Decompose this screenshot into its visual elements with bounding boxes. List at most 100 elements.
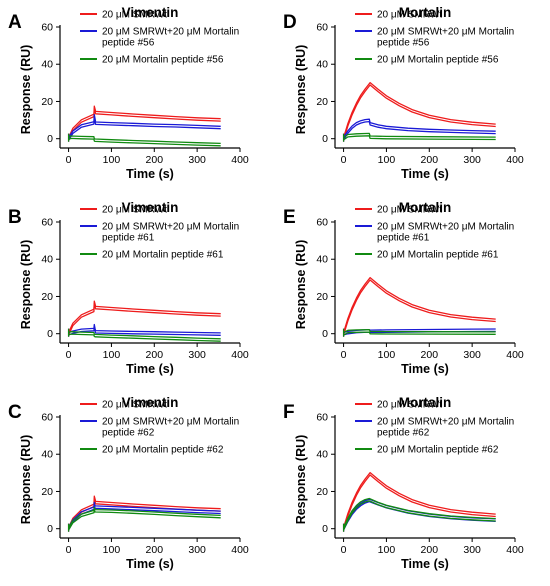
x-tick-label: 400 — [231, 544, 249, 556]
y-axis-label: Response (RU) — [294, 45, 308, 135]
y-tick-label: 40 — [41, 254, 53, 266]
panel-title: Mortalin — [399, 5, 452, 20]
y-tick-label: 20 — [41, 96, 53, 108]
series-line-2 — [343, 498, 496, 528]
y-tick-label: 40 — [41, 59, 53, 71]
legend-entry: 20 μM Mortalin peptide #56 — [102, 55, 224, 66]
y-tick-label: 0 — [322, 523, 328, 535]
y-tick-label: 60 — [316, 217, 328, 229]
series-line-3 — [68, 509, 221, 531]
panel-letter: F — [283, 402, 295, 423]
y-tick-label: 20 — [316, 291, 328, 303]
x-tick-label: 400 — [231, 349, 249, 361]
panel-title: Mortalin — [399, 395, 452, 410]
x-tick-label: 200 — [421, 544, 439, 556]
x-tick-label: 300 — [463, 349, 481, 361]
y-tick-label: 0 — [47, 328, 53, 340]
x-tick-label: 300 — [188, 154, 206, 166]
series-line-3 — [68, 135, 221, 145]
series-line-3 — [343, 500, 496, 531]
y-axis-label: Response (RU) — [294, 240, 308, 330]
series-line-1 — [68, 300, 221, 333]
series-line-3 — [343, 331, 496, 336]
series-line-1 — [342, 84, 496, 141]
panel-title: Vimentin — [122, 395, 179, 410]
x-tick-label: 400 — [506, 544, 524, 556]
series-line-1 — [342, 474, 496, 531]
series-line-2 — [343, 120, 496, 141]
y-tick-label: 0 — [322, 133, 328, 145]
x-axis-label: Time (s) — [126, 557, 174, 571]
y-tick-label: 40 — [316, 449, 328, 461]
x-tick-label: 400 — [231, 154, 249, 166]
series-line-1 — [68, 107, 221, 141]
legend-entry: 20 μM SMRWt — [377, 205, 442, 216]
legend-entry: 20 μM SMRWt+20 μM Mortalin peptide #56 — [102, 27, 239, 49]
x-tick-label: 0 — [341, 349, 347, 361]
panel-b: B Vimentin 0 20 40 60 0 100 200 300 400 Time (s) Res… — [8, 200, 249, 376]
x-tick-label: 300 — [463, 154, 481, 166]
series-line-3 — [343, 132, 496, 139]
y-axis-label: Response (RU) — [19, 45, 33, 135]
panel-title: Vimentin — [122, 200, 179, 215]
x-axis-label: Time (s) — [401, 362, 449, 376]
legend-entry: 20 μM SMRWt+20 μM Mortalin peptide #62 — [102, 417, 239, 439]
x-tick-label: 400 — [506, 349, 524, 361]
series-line-3 — [343, 135, 496, 141]
panel-letter: B — [8, 207, 22, 228]
y-axis-label: Response (RU) — [19, 435, 33, 525]
y-tick-label: 0 — [322, 328, 328, 340]
series-line-1 — [342, 276, 496, 333]
series-line-3 — [68, 506, 221, 528]
x-axis-label: Time (s) — [126, 362, 174, 376]
panel-title: Mortalin — [399, 200, 452, 215]
series-line-1 — [342, 81, 496, 138]
y-tick-label: 60 — [316, 412, 328, 424]
y-tick-label: 20 — [316, 486, 328, 498]
x-tick-label: 100 — [378, 154, 396, 166]
series-line-1 — [342, 279, 496, 336]
panel-a: A Vimentin 0 20 40 60 0 100 200 300 400 Time (s) Res… — [8, 5, 249, 181]
series-line-2 — [343, 500, 496, 531]
legend-entry: 20 μM SMRWt — [377, 400, 442, 411]
y-tick-label: 60 — [41, 412, 53, 424]
y-tick-label: 20 — [41, 486, 53, 498]
x-tick-label: 100 — [103, 154, 121, 166]
y-tick-label: 60 — [316, 22, 328, 34]
x-tick-label: 300 — [463, 544, 481, 556]
series-line-3 — [68, 333, 221, 342]
panel-f: F Mortalin 0 20 40 60 0 100 200 300 400 Time (s) Res… — [283, 395, 524, 571]
panel-title: Vimentin — [122, 5, 179, 20]
x-tick-label: 100 — [378, 544, 396, 556]
x-tick-label: 100 — [103, 349, 121, 361]
legend-entry: 20 μM Mortalin peptide #61 — [377, 250, 499, 261]
x-tick-label: 400 — [506, 154, 524, 166]
x-tick-label: 0 — [66, 544, 72, 556]
series-line-1 — [68, 302, 221, 336]
series-line-3 — [343, 329, 496, 334]
panel-d: D Mortalin 0 20 40 60 0 100 200 300 400 Time (s) Res… — [283, 5, 524, 181]
y-tick-label: 0 — [47, 523, 53, 535]
legend-entry: 20 μM Mortalin peptide #56 — [377, 55, 499, 66]
y-tick-label: 40 — [41, 449, 53, 461]
legend-entry: 20 μM SMRWt+20 μM Mortalin peptide #61 — [377, 222, 514, 244]
series-line-3 — [343, 497, 496, 528]
legend-entry: 20 μM SMRWt — [102, 205, 167, 216]
y-tick-label: 20 — [41, 291, 53, 303]
x-axis-label: Time (s) — [126, 167, 174, 181]
x-tick-label: 300 — [188, 544, 206, 556]
series-line-2 — [68, 323, 221, 334]
y-tick-label: 40 — [316, 59, 328, 71]
legend-entry: 20 μM Mortalin peptide #61 — [102, 250, 224, 261]
x-axis-label: Time (s) — [401, 167, 449, 181]
panel-letter: C — [8, 402, 22, 423]
x-tick-label: 0 — [341, 544, 347, 556]
x-tick-label: 200 — [146, 544, 164, 556]
series-line-3 — [68, 137, 221, 147]
y-tick-label: 60 — [41, 217, 53, 229]
series-line-2 — [68, 501, 221, 528]
legend-entry: 20 μM Mortalin peptide #62 — [102, 445, 224, 456]
x-axis-label: Time (s) — [401, 557, 449, 571]
y-tick-label: 20 — [316, 96, 328, 108]
x-tick-label: 300 — [188, 349, 206, 361]
